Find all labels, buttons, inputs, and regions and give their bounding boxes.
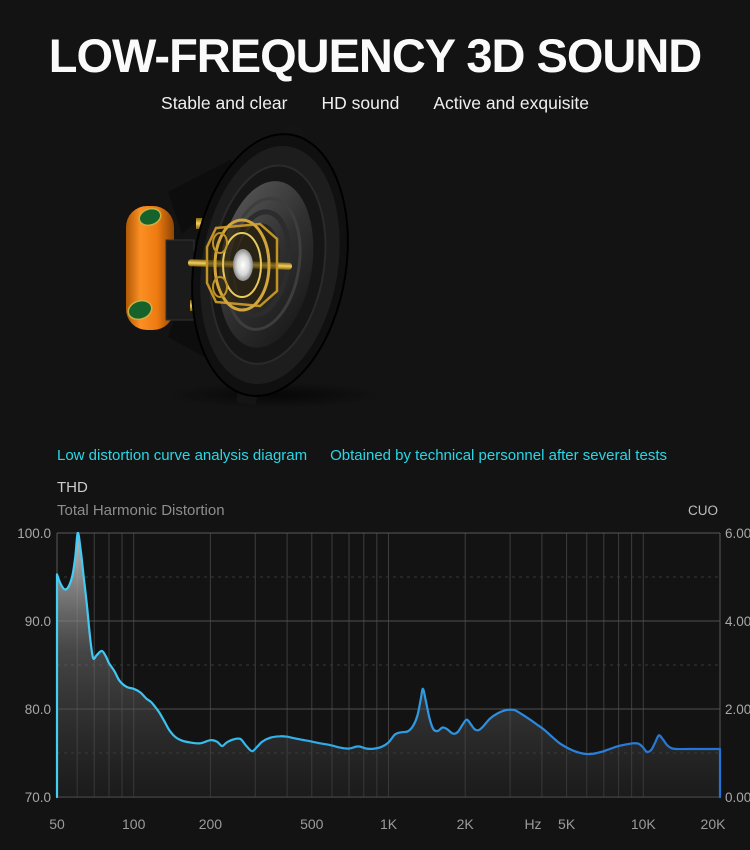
- thd-curve-area: [57, 532, 720, 797]
- captions: Low distortion curve analysis diagram Ob…: [57, 447, 717, 464]
- speaker-image: [126, 124, 383, 408]
- thd-frequency-chart: 100.0 90.0 80.0 70.0 6.00 4.00 2.00 0.00 50 100 20…: [17, 526, 750, 832]
- x-axis-tick-label: 10K: [631, 816, 657, 832]
- speaker-shadow: [167, 382, 383, 408]
- page-title: LOW-FREQUENCY 3D SOUND: [48, 29, 703, 82]
- magnet-badge-icon: [138, 207, 162, 227]
- x-axis-tick-label: 20K: [701, 816, 727, 832]
- y-axis-right-tick-label: 0.00: [725, 790, 750, 805]
- x-axis-tick-label: 2K: [457, 816, 475, 832]
- feature-item: Stable and clear: [161, 93, 288, 113]
- chart-right-axis-title: CUO: [688, 503, 718, 518]
- y-axis-right-tick-label: 2.00: [725, 702, 750, 717]
- x-axis-tick-label: 1K: [380, 816, 398, 832]
- x-axis-tick-label: 50: [49, 816, 65, 832]
- y-axis-left-tick-label: 100.0: [17, 526, 51, 541]
- x-axis-tick-label: 5K: [558, 816, 576, 832]
- y-axis-left-tick-label: 80.0: [25, 702, 51, 717]
- chart-subtitle: Total Harmonic Distortion: [57, 502, 225, 519]
- caption-right: Obtained by technical personnel after se…: [330, 447, 667, 464]
- y-axis-right-tick-label: 6.00: [725, 526, 750, 541]
- x-axis-tick-label: 100: [122, 816, 146, 832]
- x-axis-tick-label: 200: [199, 816, 223, 832]
- y-axis-left-tick-label: 90.0: [25, 614, 51, 629]
- chart-title: THD: [57, 479, 88, 496]
- thd-curve-line: [55, 531, 722, 799]
- feature-item: Active and exquisite: [433, 93, 589, 113]
- magnet-badge-icon: [127, 299, 153, 321]
- x-axis-tick-label: Hz: [524, 816, 541, 832]
- feature-item: HD sound: [321, 93, 400, 113]
- caption-left: Low distortion curve analysis diagram: [57, 447, 308, 464]
- x-axis-tick-label: 500: [300, 816, 324, 832]
- feature-list: Stable and clear HD sound Active and exq…: [0, 93, 750, 114]
- y-axis-left-tick-label: 70.0: [25, 790, 51, 805]
- y-axis-right-tick-label: 4.00: [725, 614, 750, 629]
- speaker-magnet: [126, 206, 174, 330]
- speaker-tweeter: [187, 218, 292, 312]
